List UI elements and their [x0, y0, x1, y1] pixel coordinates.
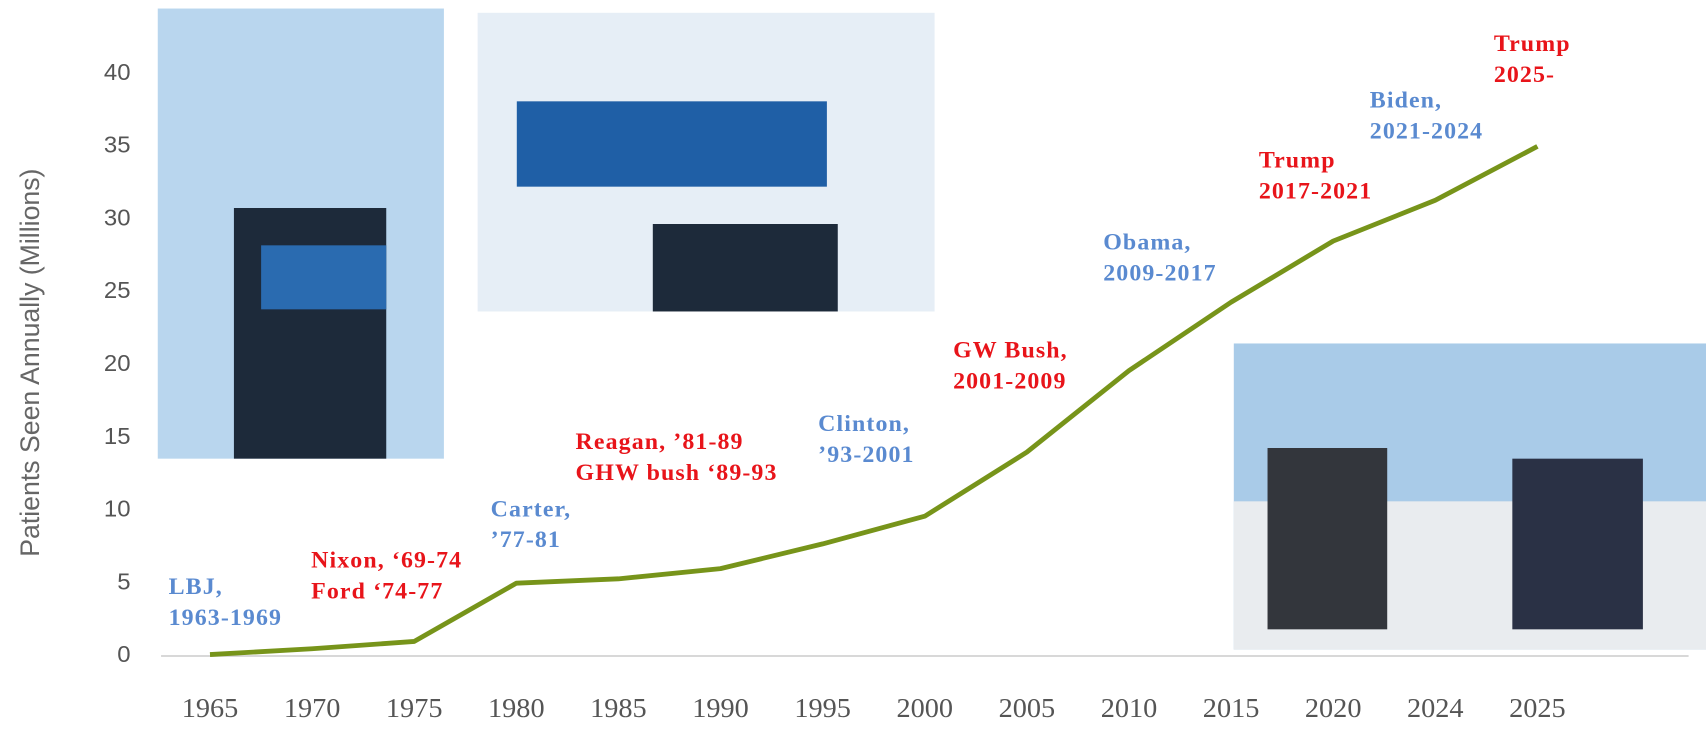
chart: Patients Seen Annually (Millions) 0 5 10 15… — [0, 0, 1706, 736]
x-tick-label: 1965 — [182, 693, 239, 724]
y-tick-label: 0 — [117, 642, 130, 668]
y-tick-label: 20 — [104, 351, 131, 377]
y-tick-label: 5 — [117, 570, 130, 596]
x-tick-label: 2000 — [896, 693, 953, 724]
annotation: Reagan, ’81-89 — [576, 429, 744, 455]
x-tick-label: 2025 — [1509, 693, 1566, 724]
annotation: 2025- — [1494, 62, 1555, 88]
x-tick-label: 1975 — [386, 693, 443, 724]
annotation: Obama, — [1103, 230, 1191, 256]
x-tick-label: 2015 — [1203, 693, 1260, 724]
x-tick-label: 1990 — [692, 693, 749, 724]
annotation: Trump — [1494, 31, 1571, 57]
photo-placeholder — [1512, 459, 1643, 630]
x-tick-label: 1995 — [794, 693, 851, 724]
x-tick-label: 1970 — [284, 693, 341, 724]
x-tick-label: 2024 — [1407, 693, 1464, 724]
y-tick-label: 30 — [104, 206, 131, 232]
x-tick-label: 2020 — [1305, 693, 1362, 724]
annotation: Biden, — [1370, 88, 1442, 114]
photo-placeholder — [517, 101, 827, 186]
photo-placeholder — [261, 245, 386, 309]
y-tick-label: 10 — [104, 497, 131, 523]
y-axis-label: Patients Seen Annually (Millions) — [15, 169, 45, 557]
x-tick-label: 2010 — [1101, 693, 1158, 724]
photo-placeholder — [653, 224, 838, 311]
annotation: Nixon, ‘69-74 — [311, 548, 462, 574]
annotation: ’93-2001 — [818, 442, 914, 468]
annotation: Ford ‘74-77 — [311, 579, 443, 605]
annotation: 2009-2017 — [1103, 261, 1216, 287]
annotation: Trump — [1259, 148, 1336, 174]
annotation: ’77-81 — [491, 527, 561, 553]
x-tick-label: 1985 — [590, 693, 647, 724]
x-tick-label: 1980 — [488, 693, 545, 724]
annotation: 2017-2021 — [1259, 179, 1372, 205]
y-tick-label: 25 — [104, 278, 131, 304]
annotation: GHW bush ‘89-93 — [576, 460, 778, 486]
y-tick-label: 40 — [104, 60, 131, 86]
photo-placeholder — [1268, 448, 1388, 629]
annotation: GW Bush, — [953, 338, 1068, 364]
y-tick-label: 15 — [104, 424, 131, 450]
x-tick-label: 2005 — [999, 693, 1056, 724]
annotation: 2001-2009 — [953, 368, 1066, 394]
annotation: LBJ, — [169, 574, 223, 600]
annotation: 2021-2024 — [1370, 119, 1483, 145]
annotation: Clinton, — [818, 411, 910, 437]
annotation: Carter, — [491, 496, 571, 522]
y-tick-label: 35 — [104, 133, 131, 159]
annotation: 1963-1969 — [169, 605, 282, 631]
